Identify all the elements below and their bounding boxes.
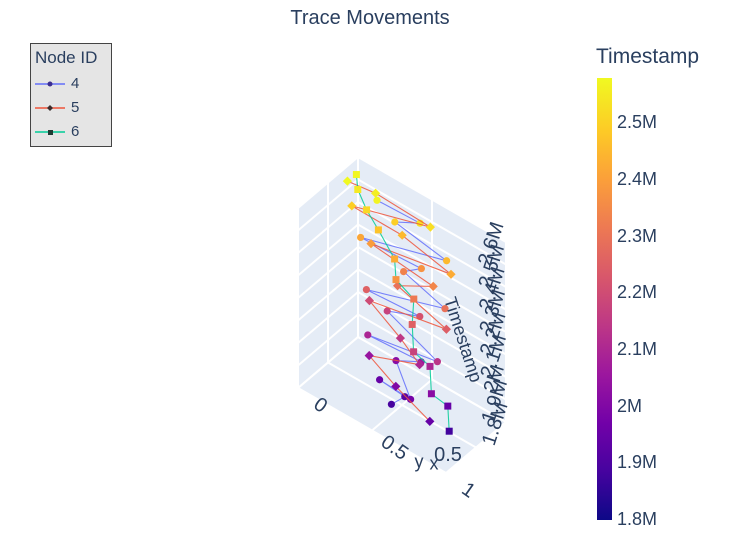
colorbar: [597, 78, 612, 520]
gridline-z: [357, 156, 507, 243]
y-axis-title: y: [415, 451, 424, 471]
gridline-z: [357, 268, 507, 356]
data-point[interactable]: [408, 320, 416, 328]
data-point[interactable]: [407, 395, 415, 403]
gridline-floor-y: [297, 387, 447, 474]
series-6: [352, 171, 453, 435]
data-point[interactable]: [376, 376, 384, 384]
data-point[interactable]: [446, 269, 456, 279]
data-point[interactable]: [393, 281, 403, 291]
data-point[interactable]: [410, 348, 418, 356]
series-line-5: [347, 180, 452, 422]
legend-label-5: 5: [71, 99, 80, 116]
data-point[interactable]: [395, 333, 405, 343]
data-point[interactable]: [443, 257, 451, 265]
data-point[interactable]: [415, 360, 425, 370]
data-point[interactable]: [373, 196, 381, 204]
scene-grid: [297, 156, 507, 474]
data-point[interactable]: [362, 286, 370, 294]
data-point[interactable]: [383, 307, 391, 315]
gridline-z: [297, 246, 359, 299]
data-point[interactable]: [391, 255, 399, 263]
data-point[interactable]: [433, 358, 441, 366]
data-point[interactable]: [417, 264, 425, 273]
colorbar-tick-label: 2.3M: [617, 225, 658, 246]
series-5: [342, 176, 456, 426]
chart-title: Trace Movements: [290, 7, 450, 29]
gridline-z: [297, 201, 359, 254]
data-point[interactable]: [357, 233, 365, 242]
data-point[interactable]: [387, 400, 395, 408]
data-point[interactable]: [391, 218, 399, 226]
data-point[interactable]: [392, 276, 400, 284]
legend-item-5[interactable]: 5: [35, 98, 109, 118]
data-point[interactable]: [363, 206, 371, 214]
data-point[interactable]: [366, 239, 376, 249]
gridline-z: [357, 178, 507, 266]
data-point[interactable]: [425, 416, 435, 426]
data-point[interactable]: [354, 186, 362, 193]
data-point[interactable]: [342, 176, 352, 186]
gridline-z: [357, 201, 507, 288]
data-point[interactable]: [410, 295, 418, 303]
legend-item-6[interactable]: 6: [35, 122, 109, 142]
legend-label-6: 6: [71, 123, 80, 140]
x-axis-title: x: [430, 453, 439, 473]
legend-item-4[interactable]: 4: [35, 74, 109, 94]
data-point[interactable]: [364, 295, 374, 306]
gridline-z: [297, 223, 359, 277]
data-point[interactable]: [364, 331, 372, 339]
colorbar-title: Timestamp: [596, 45, 700, 68]
gridline-z: [297, 313, 359, 367]
gridline-z: [297, 291, 359, 344]
legend: Node ID 4 5 6: [30, 43, 112, 147]
colorbar-tick-label: 2.1M: [617, 339, 658, 359]
legend-swatch-4: [35, 81, 65, 87]
data-point[interactable]: [426, 362, 434, 370]
data-point[interactable]: [428, 281, 438, 291]
data-point[interactable]: [425, 222, 435, 232]
data-point[interactable]: [441, 305, 449, 313]
data-point[interactable]: [374, 226, 382, 234]
data-point[interactable]: [347, 201, 357, 211]
data-point[interactable]: [427, 390, 435, 398]
data-point[interactable]: [445, 427, 453, 435]
data-point[interactable]: [371, 188, 381, 198]
colorbar-tick-label: 1.8M: [617, 509, 658, 529]
data-point[interactable]: [441, 324, 451, 334]
data-point[interactable]: [401, 393, 409, 401]
gridline-z: [357, 336, 507, 423]
y-tick-label: 0.5: [434, 444, 462, 466]
gridline-z: [297, 178, 359, 232]
data-point[interactable]: [397, 230, 407, 240]
data-point[interactable]: [444, 402, 452, 410]
gridline-z: [297, 268, 359, 322]
data-point[interactable]: [391, 381, 401, 391]
data-point[interactable]: [352, 171, 360, 179]
x-tick-label: 1: [458, 478, 480, 502]
colorbar-tick-label: 2.2M: [617, 282, 658, 303]
gridline-z: [297, 156, 359, 209]
legend-swatch-6: [35, 130, 65, 135]
colorbar-tick-label: 1.9M: [617, 452, 658, 473]
legend-label-4: 4: [71, 75, 80, 92]
gridline-z: [297, 336, 359, 389]
scene-traces: [342, 171, 456, 435]
colorbar-tick-label: 2.5M: [617, 112, 658, 133]
legend-title: Node ID: [35, 48, 98, 67]
data-point[interactable]: [400, 268, 408, 276]
gridline-z: [357, 313, 507, 401]
gridline-z: [357, 291, 507, 378]
data-point[interactable]: [364, 350, 374, 361]
legend-swatch-5: [35, 105, 65, 111]
colorbar-tick-label: 2M: [617, 395, 643, 416]
colorbar-tick-label: 2.4M: [617, 169, 658, 189]
